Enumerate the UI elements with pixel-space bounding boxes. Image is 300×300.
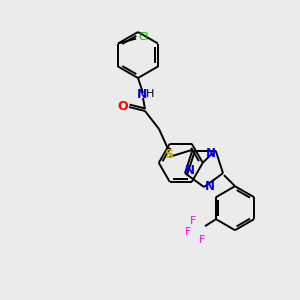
- Text: N: N: [206, 147, 216, 160]
- Text: N: N: [137, 88, 147, 100]
- Text: F: F: [190, 216, 196, 226]
- Text: F: F: [185, 227, 191, 237]
- Text: Cl: Cl: [138, 32, 148, 43]
- Text: N: N: [185, 164, 195, 177]
- Text: F: F: [199, 235, 205, 245]
- Text: S: S: [164, 148, 173, 160]
- Text: H: H: [146, 89, 154, 99]
- Text: N: N: [205, 181, 215, 194]
- Text: O: O: [118, 100, 128, 113]
